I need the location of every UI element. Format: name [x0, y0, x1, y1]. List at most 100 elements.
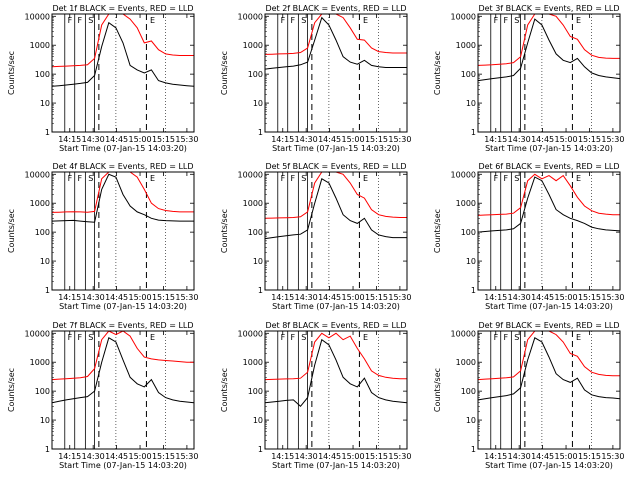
x-tick-label: 14:45 — [318, 452, 341, 461]
lld-series-line — [478, 173, 620, 216]
x-tick-label: 15:00 — [342, 135, 365, 144]
marker-label: F — [281, 16, 286, 25]
x-tick-label: 15:30 — [601, 293, 624, 302]
plot-area — [52, 172, 194, 290]
plot-area — [478, 14, 620, 132]
lld-series-line — [478, 14, 620, 66]
x-tick-label: 14:45 — [531, 452, 554, 461]
x-tick-label: 15:00 — [129, 452, 152, 461]
y-axis-label: Counts/sec — [433, 209, 442, 253]
marker-label: F — [68, 16, 73, 25]
y-axis-label: Counts/sec — [433, 368, 442, 412]
x-tick-label: 15:00 — [555, 135, 578, 144]
y-tick-label: 1 — [45, 128, 50, 137]
y-tick-label: 100 — [461, 70, 476, 79]
panel-title: Det 2f BLACK = Events, RED = LLD — [265, 4, 406, 13]
panel-title: Det 6f BLACK = Events, RED = LLD — [478, 162, 619, 171]
x-tick-label: 15:30 — [175, 135, 198, 144]
marker-label: E — [363, 333, 368, 342]
plot-frame — [477, 171, 621, 291]
x-tick-label: 15:00 — [555, 293, 578, 302]
detector-panel-7: Det 7f BLACK = Events, RED = LLD Counts/s… — [7, 321, 198, 470]
y-tick-label: 100 — [35, 70, 50, 79]
x-tick-label: 14:30 — [82, 135, 105, 144]
marker-label: F — [291, 174, 296, 183]
x-axis-label: Start Time (07-Jan-15 14:03:20) — [485, 461, 613, 470]
marker-label: S — [88, 333, 93, 342]
x-tick-label: 14:45 — [105, 293, 128, 302]
marker-label: F — [494, 174, 499, 183]
y-tick-label: 10 — [466, 99, 476, 108]
marker-label: S — [514, 174, 519, 183]
marker-label: F — [291, 333, 296, 342]
events-series-line — [52, 173, 194, 223]
detector-panel-1: Det 1f BLACK = Events, RED = LLD Counts/s… — [7, 4, 198, 153]
plot-frame — [51, 13, 195, 133]
x-axis-label: Start Time (07-Jan-15 14:03:20) — [272, 144, 400, 153]
y-tick-label: 10000 — [451, 12, 476, 21]
y-tick-label: 100 — [35, 387, 50, 396]
plot-area — [478, 331, 620, 449]
y-axis-label: Counts/sec — [433, 51, 442, 95]
x-tick-label: 15:00 — [129, 293, 152, 302]
events-series-line — [52, 21, 194, 87]
y-tick-label: 1000 — [243, 41, 263, 50]
y-tick-label: 100 — [248, 70, 263, 79]
y-tick-label: 10 — [466, 416, 476, 425]
plot-area — [265, 331, 407, 449]
x-tick-label: 15:00 — [129, 135, 152, 144]
lld-series-line — [265, 332, 407, 381]
marker-label: F — [68, 174, 73, 183]
x-tick-label: 15:30 — [175, 452, 198, 461]
events-series-line — [478, 176, 620, 233]
events-series-line — [478, 18, 620, 82]
y-axis-label: Counts/sec — [7, 368, 16, 412]
marker-label: E — [576, 333, 581, 342]
lld-series-line — [265, 172, 407, 219]
x-tick-label: 15:30 — [388, 293, 411, 302]
x-axis-label: Start Time (07-Jan-15 14:03:20) — [485, 144, 613, 153]
x-tick-label: 14:15 — [484, 135, 507, 144]
marker-label: E — [363, 16, 368, 25]
panel-title: Det 8f BLACK = Events, RED = LLD — [265, 321, 406, 330]
x-tick-label: 15:30 — [601, 135, 624, 144]
x-tick-label: 14:15 — [484, 452, 507, 461]
x-tick-label: 15:00 — [555, 452, 578, 461]
marker-label: F — [78, 174, 83, 183]
marker-label: F — [78, 333, 83, 342]
x-tick-label: 15:15 — [152, 135, 175, 144]
x-axis-label: Start Time (07-Jan-15 14:03:20) — [59, 302, 187, 311]
x-tick-label: 14:30 — [508, 452, 531, 461]
x-tick-label: 14:30 — [508, 293, 531, 302]
y-tick-label: 1 — [258, 286, 263, 295]
x-tick-label: 14:15 — [58, 293, 81, 302]
marker-label: F — [494, 16, 499, 25]
events-series-line — [52, 337, 194, 404]
x-tick-label: 14:15 — [58, 135, 81, 144]
x-tick-label: 15:30 — [175, 293, 198, 302]
x-tick-label: 14:45 — [105, 135, 128, 144]
plot-area — [52, 14, 194, 132]
x-axis-label: Start Time (07-Jan-15 14:03:20) — [59, 461, 187, 470]
y-axis-label: Counts/sec — [220, 209, 229, 253]
x-axis-label: Start Time (07-Jan-15 14:03:20) — [272, 461, 400, 470]
plot-frame — [51, 171, 195, 291]
y-tick-label: 10 — [40, 99, 50, 108]
y-tick-label: 100 — [35, 228, 50, 237]
x-tick-label: 14:45 — [531, 293, 554, 302]
events-series-line — [265, 338, 407, 408]
y-tick-label: 1 — [45, 286, 50, 295]
y-tick-label: 10 — [253, 99, 263, 108]
marker-label: E — [150, 174, 155, 183]
marker-label: S — [514, 333, 519, 342]
y-tick-label: 1000 — [30, 358, 50, 367]
y-tick-label: 1 — [471, 286, 476, 295]
y-tick-label: 1000 — [243, 199, 263, 208]
plot-frame — [477, 13, 621, 133]
panel-title: Det 5f BLACK = Events, RED = LLD — [265, 162, 406, 171]
y-tick-label: 1000 — [243, 358, 263, 367]
panel-title: Det 1f BLACK = Events, RED = LLD — [52, 4, 193, 13]
x-tick-label: 14:15 — [484, 293, 507, 302]
